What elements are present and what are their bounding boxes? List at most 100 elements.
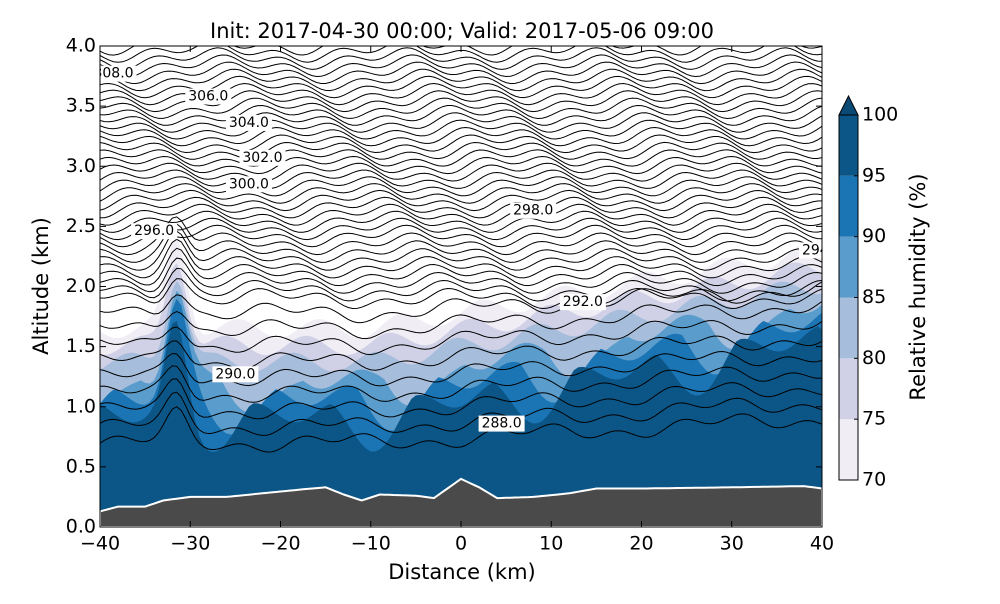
isentrope bbox=[100, 406, 822, 453]
x-tick-label: 10 bbox=[539, 533, 563, 555]
contour-label: 296.0 bbox=[134, 223, 174, 239]
isentrope bbox=[100, 278, 822, 310]
x-tick-label: 20 bbox=[629, 533, 653, 555]
colorbar-segment bbox=[839, 297, 858, 359]
isentrope bbox=[100, 119, 822, 140]
isentrope bbox=[100, 162, 822, 182]
contour-label: 306.0 bbox=[188, 89, 228, 105]
isentrope bbox=[100, 210, 822, 233]
isentrope bbox=[100, 169, 822, 189]
isentrope bbox=[100, 203, 822, 226]
isentrope bbox=[100, 189, 822, 212]
contour-label-bg bbox=[510, 202, 557, 219]
contour-label: 292.0 bbox=[563, 294, 603, 310]
x-axis-label: Distance (km) bbox=[388, 560, 536, 584]
isentrope bbox=[100, 224, 822, 248]
humidity-band bbox=[100, 320, 822, 527]
isentrope bbox=[100, 391, 822, 436]
isentrope bbox=[100, 176, 822, 197]
isentrope bbox=[100, 104, 822, 126]
y-tick-label: 4.0 bbox=[66, 35, 96, 57]
contour-label-bg bbox=[100, 65, 137, 82]
contour-label: 288.0 bbox=[482, 416, 522, 432]
isentrope bbox=[100, 223, 822, 263]
colorbar-segment bbox=[839, 236, 858, 298]
isentrope bbox=[100, 126, 822, 147]
colorbar-segment bbox=[839, 175, 858, 237]
colorbar-tick-label: 95 bbox=[862, 164, 886, 186]
colorbar-tick-label: 90 bbox=[862, 225, 886, 247]
isentrope bbox=[100, 230, 822, 271]
isentrope bbox=[100, 196, 822, 219]
chart-title: Init: 2017-04-30 00:00; Valid: 2017-05-0… bbox=[210, 19, 714, 43]
isentrope bbox=[100, 365, 822, 403]
isentrope bbox=[100, 257, 822, 294]
contour-label-bg bbox=[131, 223, 178, 240]
y-tick-label: 1.0 bbox=[66, 395, 96, 417]
terrain bbox=[100, 477, 822, 527]
isentrope bbox=[100, 141, 822, 160]
colorbar-segment bbox=[839, 419, 858, 480]
contour-label-bg bbox=[225, 114, 272, 131]
isentrope bbox=[100, 134, 822, 154]
contour-label-bg bbox=[225, 176, 272, 193]
contour-label-bg bbox=[478, 415, 525, 432]
isentrope bbox=[100, 97, 822, 120]
isentrope bbox=[100, 155, 822, 175]
isentrope bbox=[100, 217, 822, 241]
contour-label-bg bbox=[239, 149, 286, 166]
isentrope bbox=[100, 75, 822, 99]
colorbar-tick-label: 85 bbox=[862, 286, 886, 308]
y-tick-label: 3.0 bbox=[66, 155, 96, 177]
contour-label: 300.0 bbox=[229, 176, 269, 192]
colorbar-tick-label: 75 bbox=[862, 408, 886, 430]
colorbar-label: Relative humidity (%) bbox=[906, 173, 930, 400]
contour-label-bg bbox=[799, 242, 822, 259]
isentrope bbox=[100, 68, 822, 92]
y-tick-label: 2.5 bbox=[66, 215, 96, 237]
contour-label-bg bbox=[185, 88, 232, 105]
contour-label-bg bbox=[559, 294, 606, 311]
isentrope bbox=[100, 247, 822, 287]
x-tick-label: −40 bbox=[80, 533, 120, 555]
colorbar-tick-label: 70 bbox=[862, 469, 886, 491]
y-tick-label: 2.0 bbox=[66, 275, 96, 297]
colorbar-tick-label: 100 bbox=[862, 104, 898, 126]
isentrope bbox=[100, 54, 822, 78]
isentrope bbox=[100, 149, 822, 167]
y-tick-label: 3.5 bbox=[66, 95, 96, 117]
isentrope bbox=[100, 300, 822, 340]
x-tick-label: 0 bbox=[455, 533, 467, 555]
contour-label: 290.0 bbox=[215, 366, 255, 382]
contour-label: 302.0 bbox=[242, 150, 282, 166]
contour-label: 308.0 bbox=[93, 66, 133, 82]
y-axis-label: Altitude (km) bbox=[29, 217, 53, 355]
isentrope bbox=[100, 61, 822, 85]
isentrope bbox=[100, 47, 822, 70]
isentrope bbox=[100, 320, 822, 356]
y-tick-label: 1.5 bbox=[66, 335, 96, 357]
isentrope bbox=[100, 112, 822, 133]
isentrope bbox=[100, 267, 822, 302]
colorbar-segment bbox=[839, 115, 858, 176]
isentrope bbox=[100, 216, 822, 256]
x-tick-label: −20 bbox=[260, 533, 300, 555]
colorbar-tick-label: 80 bbox=[862, 347, 886, 369]
isentrope bbox=[100, 378, 822, 420]
colorbar-segment bbox=[839, 358, 858, 420]
x-tick-label: 30 bbox=[720, 533, 744, 555]
isentrope bbox=[100, 335, 822, 371]
x-tick-label: −30 bbox=[170, 533, 210, 555]
x-tick-label: 40 bbox=[810, 533, 834, 555]
y-tick-label: 0.5 bbox=[66, 455, 96, 477]
contour-label: 294.0 bbox=[802, 242, 842, 258]
isentrope bbox=[100, 183, 822, 204]
contour-label: 304.0 bbox=[229, 115, 269, 131]
x-tick-label: −10 bbox=[351, 533, 391, 555]
contour-label-bg bbox=[212, 366, 259, 383]
contour-label: 298.0 bbox=[513, 203, 553, 219]
isentrope bbox=[100, 238, 822, 279]
y-tick-label: 0.0 bbox=[66, 516, 96, 538]
